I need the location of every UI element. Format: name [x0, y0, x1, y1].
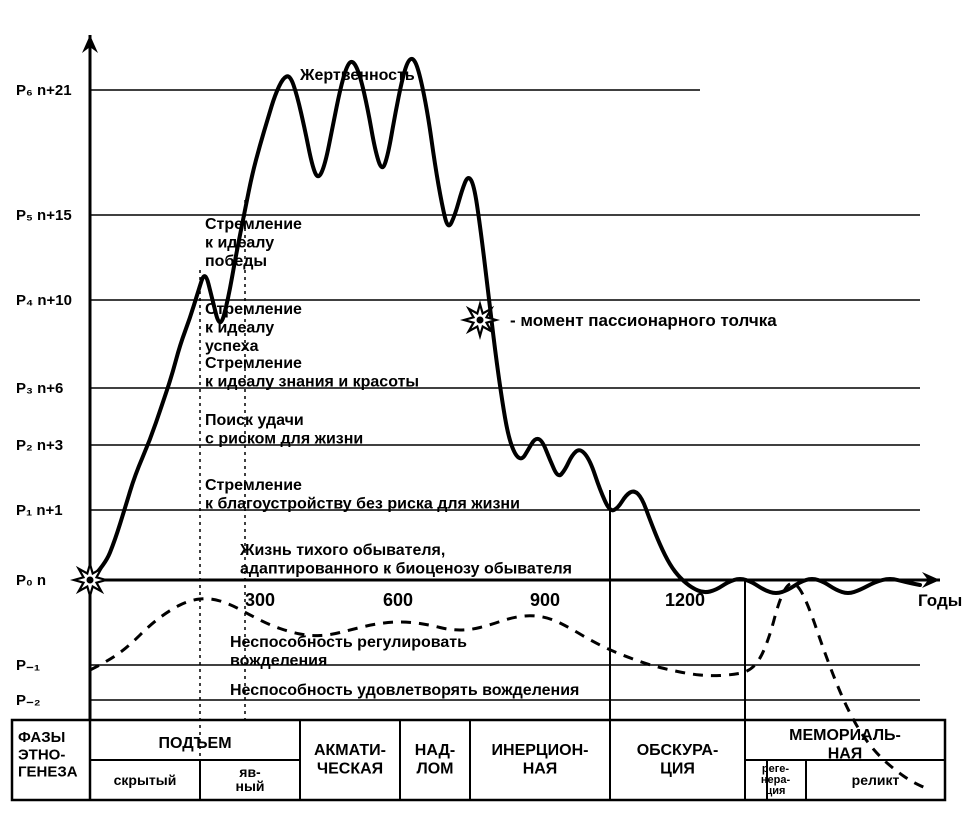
level-description: Неспособность удовлетворять вожделения: [230, 682, 579, 699]
x-tick-label: 300: [245, 590, 275, 610]
phase-sublabel: яв-ный: [235, 764, 264, 794]
y-level-label: P₂ n+3: [16, 437, 63, 454]
legend-label: - момент пассионарного толчка: [510, 311, 777, 330]
y-level-label: P₄ n+10: [16, 292, 72, 309]
phase-sublabel: реликт: [852, 772, 900, 788]
y-level-label: P₁ n+1: [16, 502, 63, 519]
phase-label: ПОДЪЕМ: [158, 735, 231, 752]
y-level-label: P₋₂: [16, 692, 41, 709]
x-tick-label: 600: [383, 590, 413, 610]
ethnogenesis-chart: P₆ n+21ЖертвенностьP₅ n+15Стремлениек ид…: [0, 0, 962, 839]
y-level-label: P₋₁: [16, 657, 40, 674]
y-level-label: P₀ n: [16, 572, 46, 589]
y-level-label: P₅ n+15: [16, 207, 72, 224]
y-level-label: P₆ n+21: [16, 82, 72, 99]
phase-label: НАД-ЛОМ: [415, 742, 455, 777]
y-level-label: P₃ n+6: [16, 380, 63, 397]
phase-sublabel: скрытый: [114, 772, 177, 788]
phase-label: АКМАТИ-ЧЕСКАЯ: [314, 742, 386, 777]
x-axis-label: Годы: [918, 591, 962, 610]
x-tick-label: 900: [530, 590, 560, 610]
